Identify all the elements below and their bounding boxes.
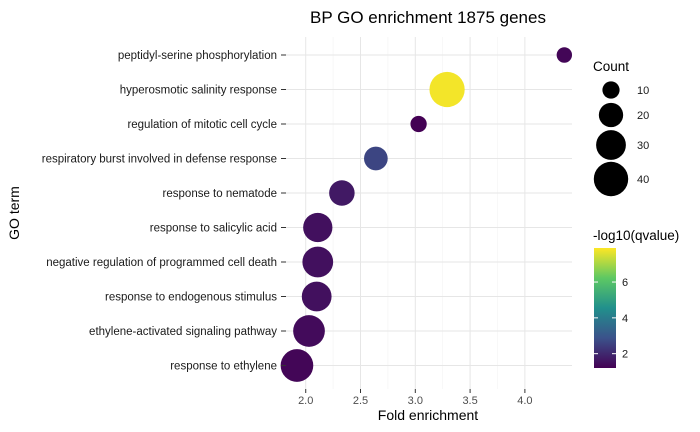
- data-point: [303, 212, 333, 243]
- size-legend-symbol: [602, 81, 620, 99]
- color-legend-label: 4: [622, 313, 628, 325]
- color-legend-label: 2: [622, 349, 628, 361]
- data-point: [329, 180, 355, 206]
- size-legend-label: 30: [637, 140, 649, 152]
- data-point: [364, 146, 388, 171]
- size-legend-title: Count: [593, 59, 629, 74]
- color-legend-bar: [594, 248, 616, 368]
- x-axis-ticks: 2.0 2.5 3.0 3.5 4.0: [298, 389, 533, 407]
- plot-panel: [286, 37, 572, 389]
- y-tick-label: response to endogenous stimulus: [105, 292, 277, 304]
- y-axis-labels: peptidyl-serine phosphorylation hyperosmo…: [42, 50, 286, 373]
- color-legend-label: 6: [622, 277, 628, 289]
- data-point: [301, 281, 332, 312]
- size-legend-label: 10: [637, 85, 649, 97]
- data-point: [293, 315, 325, 347]
- data-points: [280, 47, 573, 382]
- y-tick-label: ethylene-activated signaling pathway: [89, 326, 277, 338]
- size-legend-symbol: [598, 102, 624, 128]
- x-tick-label: 3.5: [462, 395, 477, 407]
- x-tick-label: 2.5: [353, 395, 368, 407]
- data-point: [280, 349, 314, 382]
- data-point: [556, 47, 573, 63]
- y-tick-label: negative regulation of programmed cell d…: [46, 257, 277, 269]
- y-axis-title: GO term: [6, 186, 22, 240]
- color-legend: -log10(qvalue) 2 4 6: [593, 228, 679, 368]
- y-tick-label: peptidyl-serine phosphorylation: [118, 50, 277, 62]
- y-tick-label: response to salicylic acid: [150, 223, 277, 235]
- chart-title: BP GO enrichment 1875 genes: [310, 8, 546, 27]
- y-tick-label: response to nematode: [163, 188, 277, 200]
- y-tick-label: response to ethylene: [170, 361, 277, 373]
- size-legend-label: 40: [637, 174, 649, 186]
- x-tick-label: 2.0: [298, 395, 313, 407]
- x-tick-label: 3.0: [408, 395, 423, 407]
- x-axis-title: Fold enrichment: [378, 407, 478, 423]
- size-legend-symbol: [596, 130, 626, 160]
- y-tick-label: regulation of mitotic cell cycle: [127, 119, 277, 131]
- color-legend-title: -log10(qvalue): [593, 228, 679, 243]
- size-legend: Count 10 20 30 40: [593, 59, 649, 197]
- size-legend-label: 20: [637, 110, 649, 122]
- y-tick-label: hyperosmotic salinity response: [120, 85, 277, 97]
- data-point: [429, 71, 465, 108]
- size-legend-symbol: [593, 161, 629, 197]
- data-point: [302, 246, 334, 278]
- x-tick-label: 4.0: [517, 395, 532, 407]
- y-tick-label: respiratory burst involved in defense re…: [42, 154, 277, 166]
- data-point: [410, 115, 427, 133]
